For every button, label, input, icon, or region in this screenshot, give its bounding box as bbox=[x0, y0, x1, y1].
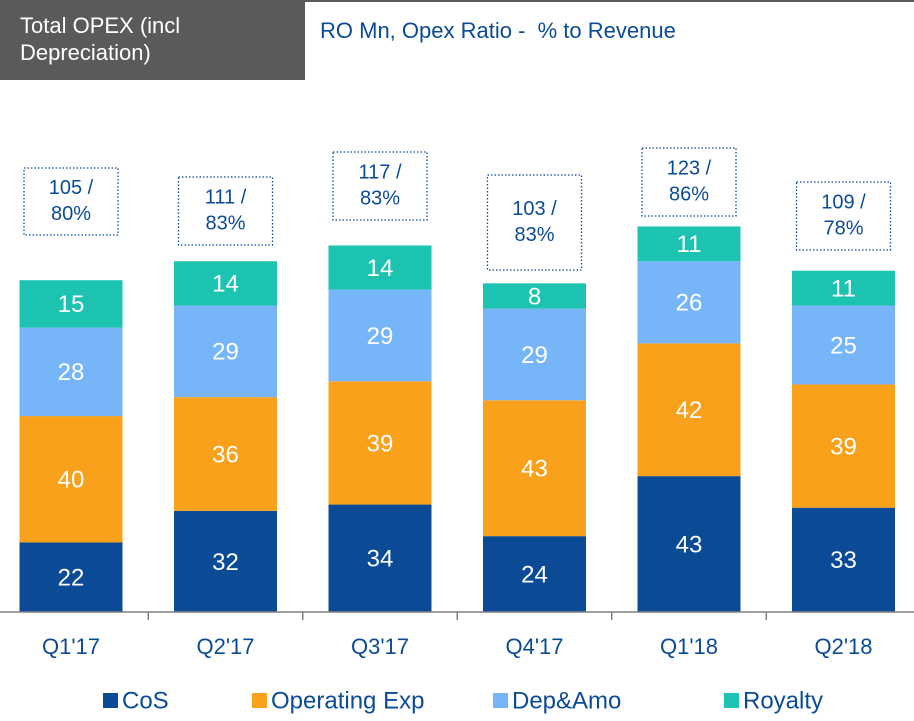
bar-segment bbox=[483, 283, 586, 309]
bar-segment bbox=[328, 289, 432, 382]
bar-segment bbox=[174, 510, 277, 612]
bar-segment bbox=[328, 381, 432, 505]
value-label: 42 bbox=[676, 397, 703, 424]
value-label: 36 bbox=[212, 441, 239, 468]
legend-label: CoS bbox=[122, 687, 169, 714]
value-label: 15 bbox=[58, 291, 85, 318]
value-label: 14 bbox=[212, 271, 239, 298]
legend-swatch bbox=[103, 693, 118, 708]
chart-subtitle: RO Mn, Opex Ratio - % to Revenue bbox=[320, 18, 676, 43]
bar-segment bbox=[328, 245, 432, 290]
annotation-box bbox=[795, 181, 892, 251]
value-label: 28 bbox=[58, 359, 85, 386]
value-label: 14 bbox=[367, 255, 394, 282]
annotation-text: 111 / bbox=[205, 186, 247, 208]
annotation-text: 83% bbox=[205, 212, 245, 234]
annotation-text: 78% bbox=[823, 217, 863, 239]
bar-segment bbox=[792, 270, 895, 306]
annotation-text: 103 / bbox=[512, 198, 557, 220]
bar-segment bbox=[328, 504, 432, 612]
value-label: 29 bbox=[367, 323, 394, 350]
value-label: 24 bbox=[521, 561, 548, 588]
legend-label: Operating Exp bbox=[271, 687, 424, 714]
bar-segment bbox=[19, 280, 123, 328]
value-label: 43 bbox=[676, 531, 703, 558]
bar-segment bbox=[637, 261, 741, 344]
x-tick-label: Q2'17 bbox=[196, 634, 254, 659]
bar-segment bbox=[19, 416, 123, 543]
value-label: 11 bbox=[831, 275, 856, 302]
bar-segment bbox=[174, 397, 277, 511]
x-tick-label: Q3'17 bbox=[351, 634, 409, 659]
legend-swatch bbox=[724, 693, 739, 708]
bar-segment bbox=[637, 226, 741, 262]
annotation-text: 105 / bbox=[49, 177, 94, 199]
x-tick-label: Q4'17 bbox=[505, 634, 563, 659]
annotation-box bbox=[641, 147, 737, 217]
bar-segment bbox=[483, 400, 586, 537]
x-tick-label: Q2'18 bbox=[814, 634, 872, 659]
annotation-text: 80% bbox=[51, 203, 91, 225]
x-tick-label: Q1'18 bbox=[660, 634, 718, 659]
value-label: 26 bbox=[676, 290, 703, 317]
legend-swatch bbox=[493, 693, 508, 708]
annotation-text: 86% bbox=[669, 183, 709, 205]
value-label: 25 bbox=[830, 332, 857, 359]
bar-segment bbox=[792, 384, 895, 508]
annotation-box bbox=[23, 167, 119, 236]
value-label: 29 bbox=[212, 339, 239, 366]
annotation-text: 117 / bbox=[359, 161, 402, 183]
bar-segment bbox=[637, 343, 741, 477]
value-label: 29 bbox=[521, 342, 548, 369]
annotation-text: 109 / bbox=[821, 191, 866, 213]
annotation-box bbox=[486, 174, 583, 271]
value-label: 22 bbox=[58, 565, 85, 592]
chart-title: Total OPEX (incl Depreciation) bbox=[20, 13, 181, 65]
value-label: 8 bbox=[528, 283, 541, 310]
value-label: 33 bbox=[830, 547, 857, 574]
bar-segment bbox=[483, 536, 586, 612]
bar-segment bbox=[174, 261, 277, 306]
value-label: 11 bbox=[677, 231, 702, 258]
legend-swatch bbox=[252, 693, 267, 708]
bar-segment bbox=[792, 305, 895, 385]
bar-segment bbox=[19, 542, 123, 612]
value-label: 32 bbox=[212, 549, 239, 576]
annotation-text: 83% bbox=[514, 224, 554, 246]
legend-label: Royalty bbox=[743, 687, 823, 714]
annotation-text: 123 / bbox=[667, 157, 712, 179]
header-rule bbox=[0, 0, 914, 2]
value-label: 40 bbox=[58, 467, 85, 494]
bar-segment bbox=[19, 327, 123, 417]
value-label: 34 bbox=[367, 546, 394, 573]
bar-segment bbox=[174, 305, 277, 398]
annotation-box bbox=[177, 176, 274, 246]
legend-label: Dep&Amo bbox=[512, 687, 621, 714]
annotation-box bbox=[332, 151, 428, 221]
value-label: 39 bbox=[367, 430, 394, 457]
annotation-text: 83% bbox=[360, 187, 400, 209]
x-tick-label: Q1'17 bbox=[42, 634, 100, 659]
bar-segment bbox=[483, 308, 586, 401]
bar-segment bbox=[637, 476, 741, 612]
bar-segment bbox=[792, 507, 895, 612]
title-box: Total OPEX (incl Depreciation) bbox=[0, 2, 305, 80]
value-label: 43 bbox=[521, 456, 548, 483]
value-label: 39 bbox=[830, 433, 857, 460]
